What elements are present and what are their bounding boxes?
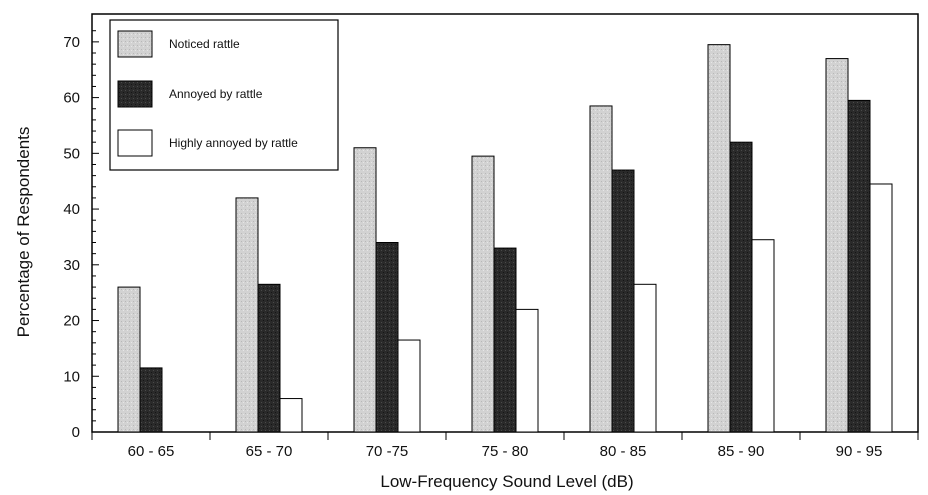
bar	[397, 339, 421, 433]
y-tick-label: 40	[63, 201, 80, 218]
legend: Noticed rattle Annoyed by rattle Highly an…	[109, 19, 339, 171]
bar	[375, 242, 399, 433]
bar	[515, 308, 539, 433]
y-tick-label: 0	[72, 424, 80, 441]
x-tick-label: 80 - 85	[600, 443, 647, 460]
bar	[611, 169, 635, 433]
bar	[493, 247, 517, 433]
bar	[139, 367, 163, 433]
x-tick-label: 60 - 65	[128, 443, 175, 460]
y-tick-label: 70	[63, 34, 80, 51]
bar	[869, 183, 893, 433]
legend-label: Highly annoyed by rattle	[169, 136, 298, 150]
y-tick-label: 30	[63, 257, 80, 274]
y-tick-label: 10	[63, 368, 80, 385]
y-tick-label: 60	[63, 90, 80, 107]
bar	[471, 155, 495, 433]
bar	[235, 197, 259, 433]
bar	[257, 283, 281, 433]
bar	[633, 283, 657, 433]
y-tick-label: 50	[63, 145, 80, 162]
legend-swatch	[117, 80, 153, 108]
bar	[751, 239, 775, 433]
x-tick-label: 90 - 95	[836, 443, 883, 460]
legend-swatch	[117, 30, 153, 58]
bar	[707, 44, 731, 433]
legend-label: Noticed rattle	[169, 37, 240, 51]
x-tick-label: 70 -75	[366, 443, 409, 460]
bar	[847, 99, 871, 433]
x-tick-label: 85 - 90	[718, 443, 765, 460]
x-tick-label: 65 - 70	[246, 443, 293, 460]
x-axis-label: Low-Frequency Sound Level (dB)	[380, 472, 633, 491]
bar	[279, 398, 303, 433]
bar	[353, 147, 377, 433]
plot-area: 0 10 20 30 40 50 60 70 60 - 65 65 - 70 70 -75 75 - …	[63, 13, 919, 460]
legend-swatch	[117, 129, 153, 157]
bar	[729, 141, 753, 433]
y-tick-label: 20	[63, 313, 80, 330]
bar	[117, 286, 141, 433]
y-axis-label: Percentage of Respondents	[14, 127, 33, 338]
legend-label: Annoyed by rattle	[169, 87, 263, 101]
x-tick-label: 75 - 80	[482, 443, 529, 460]
bar	[589, 105, 613, 433]
bar	[825, 58, 849, 433]
